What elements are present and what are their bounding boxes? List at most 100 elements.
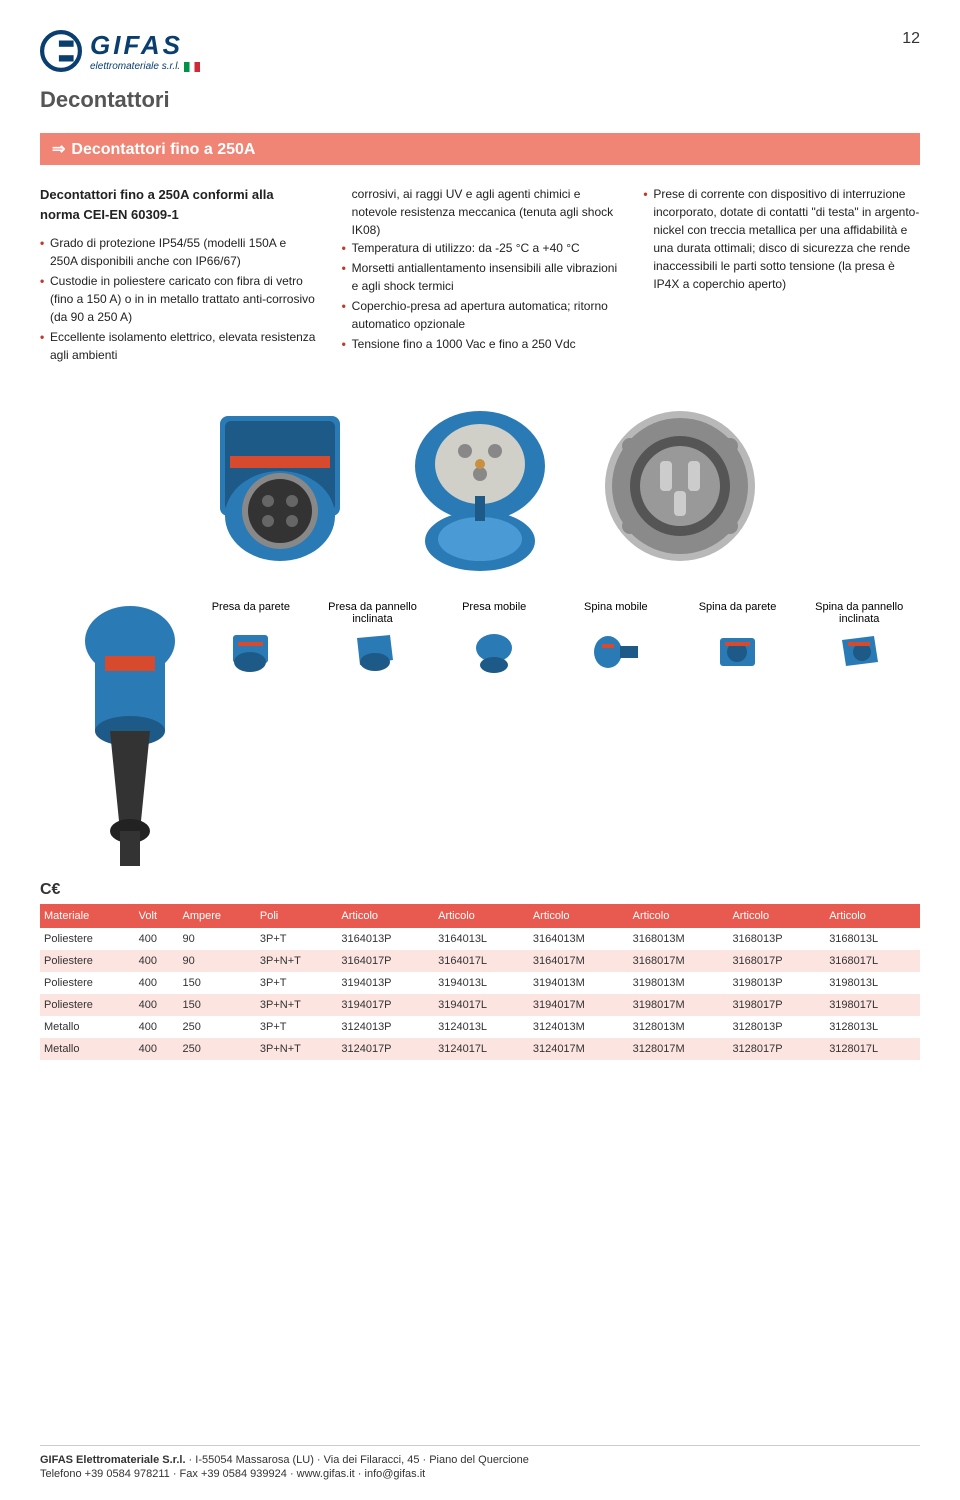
- table-cell: 3P+N+T: [256, 1038, 337, 1060]
- logo-icon: [40, 30, 82, 72]
- table-cell: 3124013P: [337, 1016, 434, 1038]
- table-cell: 3164017L: [434, 950, 529, 972]
- section-title: Decontattori: [40, 87, 920, 113]
- table-cell: 3198017M: [629, 994, 729, 1016]
- thumb-4: [555, 630, 677, 675]
- table-cell: 3128013P: [728, 1016, 825, 1038]
- table-cell: 3164013M: [529, 928, 629, 950]
- table-cell: 3198013P: [728, 972, 825, 994]
- footer-line-1: GIFAS Elettromateriale S.r.l. · I-55054 …: [40, 1454, 920, 1466]
- th: Materiale: [40, 904, 135, 928]
- list-item: Morsetti antiallentamento insensibili al…: [342, 259, 619, 295]
- table-cell: 250: [179, 1016, 256, 1038]
- section-banner: Decontattori fino a 250A: [40, 133, 920, 165]
- thumb-2: [312, 630, 434, 675]
- table-cell: 90: [179, 950, 256, 972]
- list-item: Coperchio-presa ad apertura automatica; …: [342, 297, 619, 333]
- table-header-row: Materiale Volt Ampere Poli Articolo Arti…: [40, 904, 920, 928]
- table-cell: 3124017M: [529, 1038, 629, 1060]
- table-cell: 3168017P: [728, 950, 825, 972]
- th: Articolo: [728, 904, 825, 928]
- table-cell: 3164013P: [337, 928, 434, 950]
- table-cell: 3124013M: [529, 1016, 629, 1038]
- logo: GIFAS elettromateriale s.r.l.: [40, 30, 200, 72]
- products-table: Materiale Volt Ampere Poli Articolo Arti…: [40, 904, 920, 1060]
- table-cell: Poliestere: [40, 972, 135, 994]
- list-item: Tensione fino a 1000 Vac e fino a 250 Vd…: [342, 335, 619, 353]
- table-cell: 400: [135, 950, 179, 972]
- product-images-row: [40, 396, 920, 576]
- table-row: Metallo4002503P+T3124013P3124013L3124013…: [40, 1016, 920, 1038]
- table-cell: 3124013L: [434, 1016, 529, 1038]
- thumb-1: [190, 630, 312, 675]
- table-cell: 400: [135, 928, 179, 950]
- table-row: Poliestere4001503P+N+T3194017P3194017L31…: [40, 994, 920, 1016]
- table-cell: 3198017P: [728, 994, 825, 1016]
- table-row: Poliestere400903P+T3164013P3164013L31640…: [40, 928, 920, 950]
- table-cell: 3194013L: [434, 972, 529, 994]
- list-item: Prese di corrente con dispositivo di int…: [643, 185, 920, 293]
- col2-continuation: corrosivi, ai raggi UV e agli agenti chi…: [342, 185, 619, 239]
- thumb-6: [798, 630, 920, 675]
- th: Articolo: [337, 904, 434, 928]
- table-cell: 3P+N+T: [256, 950, 337, 972]
- th: Volt: [135, 904, 179, 928]
- table-cell: Metallo: [40, 1038, 135, 1060]
- col1-list: Grado di protezione IP54/55 (modelli 150…: [40, 234, 317, 364]
- table-cell: 3168013P: [728, 928, 825, 950]
- product-thumbnails: [190, 630, 920, 675]
- label: Presa da pannello inclinata: [312, 601, 434, 625]
- logo-subtitle: elettromateriale s.r.l.: [90, 61, 200, 72]
- table-cell: 3P+T: [256, 928, 337, 950]
- list-item: Temperatura di utilizzo: da -25 °C a +40…: [342, 239, 619, 257]
- table-cell: 3198017L: [825, 994, 920, 1016]
- table-cell: 3P+N+T: [256, 994, 337, 1016]
- table-cell: 250: [179, 1038, 256, 1060]
- table-cell: 3128017M: [629, 1038, 729, 1060]
- description-columns: Decontattori fino a 250A conformi alla n…: [40, 185, 920, 366]
- table-cell: 3168017L: [825, 950, 920, 972]
- table-row: Metallo4002503P+N+T3124017P3124017L31240…: [40, 1038, 920, 1060]
- table-cell: 3194013M: [529, 972, 629, 994]
- th: Articolo: [529, 904, 629, 928]
- table-cell: 3P+T: [256, 1016, 337, 1038]
- thumb-5: [677, 630, 799, 675]
- table-cell: 400: [135, 994, 179, 1016]
- column-1: Decontattori fino a 250A conformi alla n…: [40, 185, 317, 366]
- table-cell: 3194017M: [529, 994, 629, 1016]
- th: Articolo: [434, 904, 529, 928]
- list-item: Custodie in poliestere caricato con fibr…: [40, 272, 317, 326]
- product-image-2: [390, 396, 570, 576]
- table-cell: 3194017P: [337, 994, 434, 1016]
- table-cell: 400: [135, 1038, 179, 1060]
- col2-list: Temperatura di utilizzo: da -25 °C a +40…: [342, 239, 619, 353]
- table-cell: 150: [179, 972, 256, 994]
- table-cell: Metallo: [40, 1016, 135, 1038]
- page-header: GIFAS elettromateriale s.r.l. 12: [40, 30, 920, 72]
- table-cell: 3198013M: [629, 972, 729, 994]
- col3-list: Prese di corrente con dispositivo di int…: [643, 185, 920, 293]
- table-row: Poliestere400903P+N+T3164017P3164017L316…: [40, 950, 920, 972]
- italian-flag-icon: [184, 62, 200, 72]
- th: Ampere: [179, 904, 256, 928]
- label: Spina da parete: [677, 601, 799, 625]
- th: Articolo: [825, 904, 920, 928]
- table-cell: Poliestere: [40, 928, 135, 950]
- thumb-3: [433, 630, 555, 675]
- table-cell: 400: [135, 1016, 179, 1038]
- product-image-1: [190, 396, 370, 576]
- th: Articolo: [629, 904, 729, 928]
- table-cell: Poliestere: [40, 950, 135, 972]
- col1-title: Decontattori fino a 250A conformi alla n…: [40, 185, 317, 224]
- table-cell: 3128013L: [825, 1016, 920, 1038]
- table-cell: 3P+T: [256, 972, 337, 994]
- page-footer: GIFAS Elettromateriale S.r.l. · I-55054 …: [40, 1445, 920, 1480]
- label: Presa mobile: [433, 601, 555, 625]
- page-number: 12: [902, 30, 920, 48]
- table-cell: 3168013L: [825, 928, 920, 950]
- table-cell: 3168013M: [629, 928, 729, 950]
- footer-line-2: Telefono +39 0584 978211 · Fax +39 0584 …: [40, 1468, 920, 1480]
- table-cell: 3194013P: [337, 972, 434, 994]
- product-type-labels: Presa da parete Presa da pannello inclin…: [190, 601, 920, 625]
- product-image-tall: [70, 601, 190, 881]
